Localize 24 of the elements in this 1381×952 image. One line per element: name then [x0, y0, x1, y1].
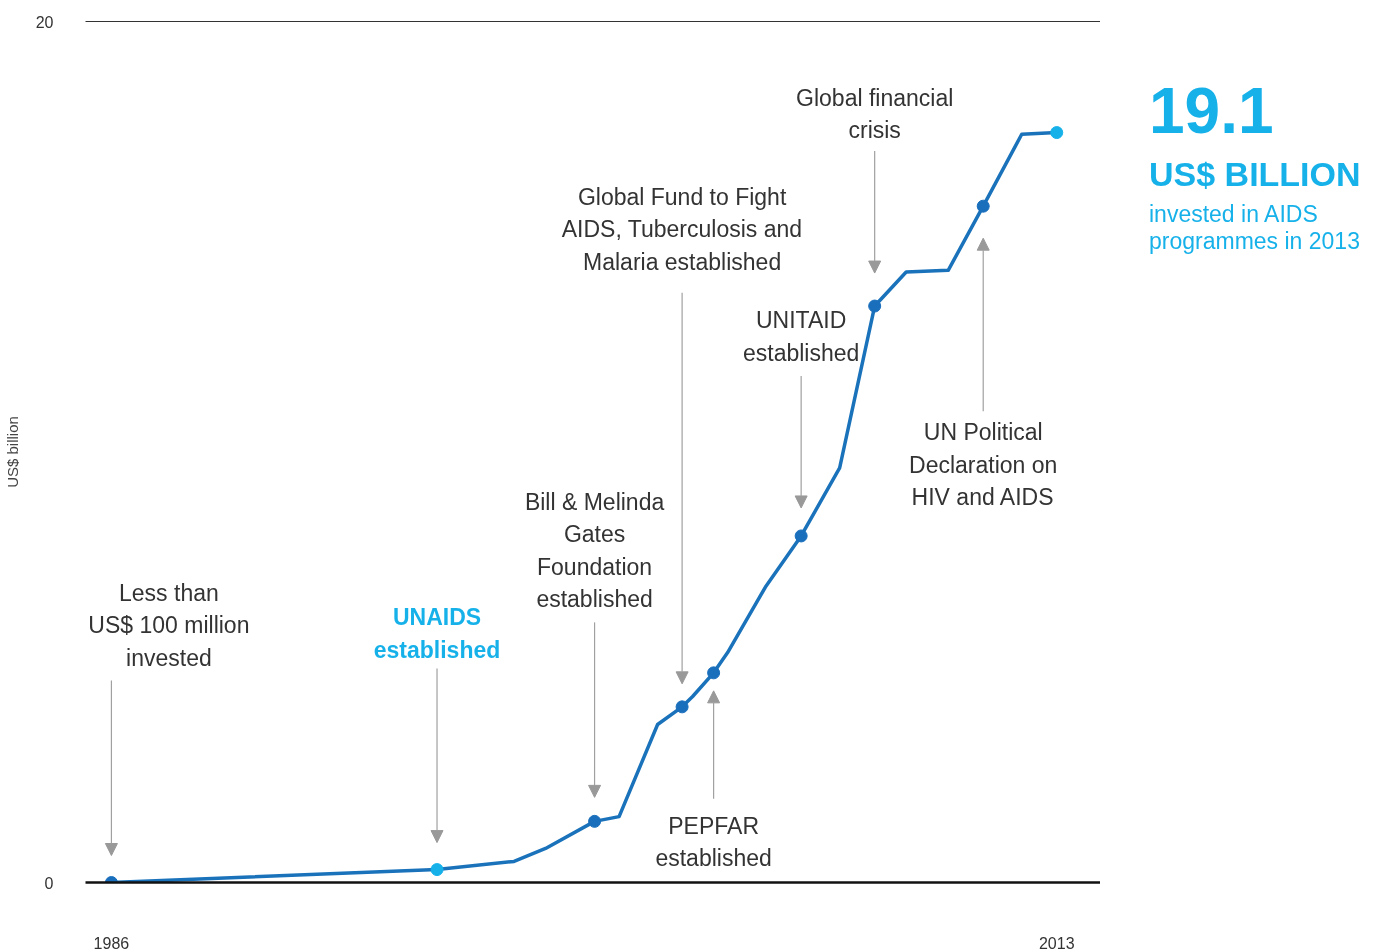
point — [588, 814, 602, 828]
y-tick-label: 0 — [44, 874, 54, 892]
text: 19.1 — [1149, 74, 1275, 149]
annotation: Less than US$ 100 million invested — [88, 579, 250, 671]
point — [1050, 126, 1064, 140]
point — [794, 529, 808, 543]
annotation: UN Political Declaration on HIV and AIDS — [909, 419, 1058, 511]
y-axis-title: US$ billion — [3, 416, 21, 488]
annotation: Global financial crisis — [796, 84, 954, 144]
text: invested in AIDS programmes in 2013 — [1149, 200, 1361, 256]
point — [430, 863, 444, 877]
point — [868, 299, 882, 313]
text: US$ BILLION — [1149, 153, 1361, 195]
annotation: Global Fund to Fight AIDS, Tuberculosis and Malaria established — [561, 183, 803, 275]
annotation: UNAIDS established — [373, 604, 501, 663]
annotation: UNITAID established — [742, 307, 860, 366]
point — [675, 700, 689, 714]
x-tick-label: 2013 — [1038, 934, 1075, 952]
x-tick-label: 1986 — [93, 934, 130, 952]
y-tick-label: 20 — [35, 13, 54, 31]
annotation: PEPFAR established — [655, 812, 772, 872]
annotation: Bill & Melinda Gates Foundation established — [524, 488, 665, 613]
point — [707, 666, 721, 680]
point — [976, 199, 990, 213]
